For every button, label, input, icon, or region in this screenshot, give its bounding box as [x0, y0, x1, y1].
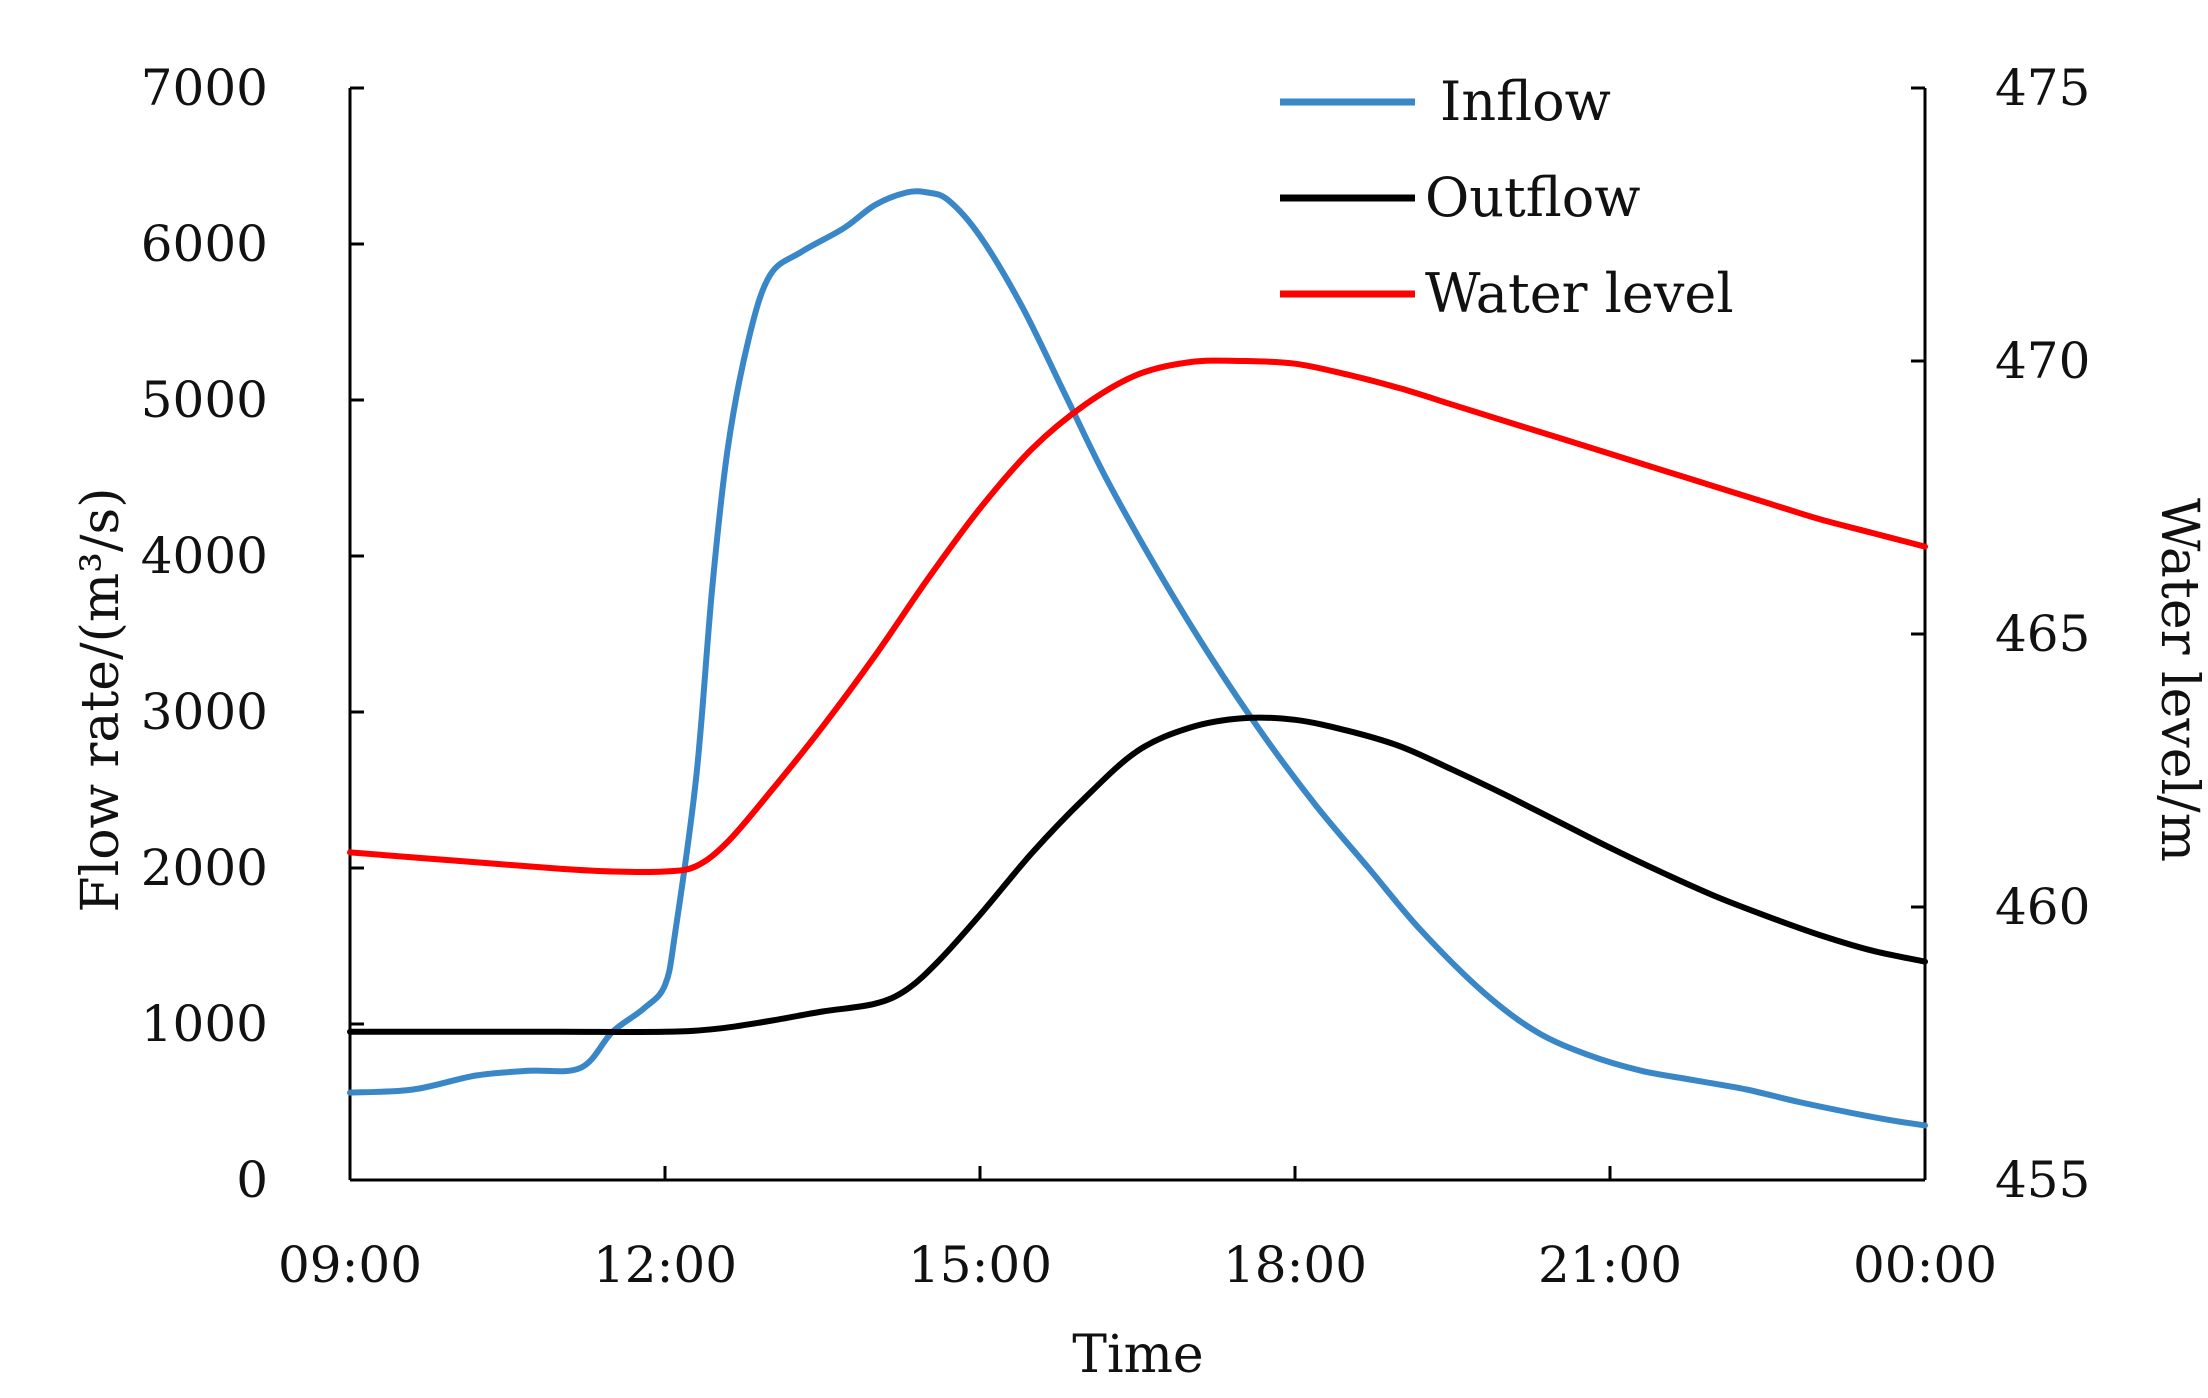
- left-y-axis-title: Flow rate/(m³/s): [71, 487, 131, 912]
- inflow-line: [350, 191, 1925, 1125]
- left-y-tick-label: 1000: [141, 995, 268, 1053]
- left-y-tick-label: 0: [236, 1151, 268, 1209]
- x-tick-label: 09:00: [278, 1236, 422, 1294]
- legend-label-inflow: Inflow: [1440, 70, 1611, 133]
- left-y-tick-label: 2000: [141, 839, 268, 897]
- right-y-tick-label: 470: [1995, 332, 2090, 390]
- left-y-tick-label: 4000: [141, 527, 268, 585]
- right-y-tick-label: 455: [1995, 1151, 2090, 1209]
- right-y-tick-label: 465: [1995, 605, 2090, 663]
- legend: Inflow Outflow Water level: [1280, 70, 1734, 325]
- x-tick-label: 21:00: [1538, 1236, 1682, 1294]
- left-y-tick-label: 3000: [141, 683, 268, 741]
- left-y-ticks: 0 1000 2000 3000 4000 5000 6000 7000: [141, 59, 364, 1209]
- x-tick-label: 00:00: [1853, 1236, 1997, 1294]
- outflow-line: [350, 718, 1925, 1032]
- left-y-tick-label: 5000: [141, 371, 268, 429]
- x-axis-title: Time: [1072, 1325, 1203, 1385]
- legend-label-water-level: Water level: [1425, 262, 1734, 325]
- right-y-tick-label: 475: [1995, 59, 2090, 117]
- right-y-axis-title: Water level/m: [2149, 498, 2208, 862]
- left-y-tick-label: 6000: [141, 215, 268, 273]
- plot-frame: [350, 88, 1925, 1180]
- series-layer: [350, 191, 1925, 1125]
- x-tick-label: 18:00: [1223, 1236, 1367, 1294]
- x-tick-label: 15:00: [908, 1236, 1052, 1294]
- x-ticks: 09:00 12:00 15:00 18:00 21:00 00:00: [278, 1166, 1997, 1294]
- right-y-tick-label: 460: [1995, 878, 2090, 936]
- water-level-line: [350, 361, 1925, 872]
- legend-label-outflow: Outflow: [1425, 166, 1641, 229]
- x-tick-label: 12:00: [593, 1236, 737, 1294]
- left-y-tick-label: 7000: [141, 59, 268, 117]
- right-y-ticks: 455 460 465 470 475: [1911, 59, 2090, 1209]
- chart: 09:00 12:00 15:00 18:00 21:00 00:00 0 1000 2000…: [0, 0, 2208, 1398]
